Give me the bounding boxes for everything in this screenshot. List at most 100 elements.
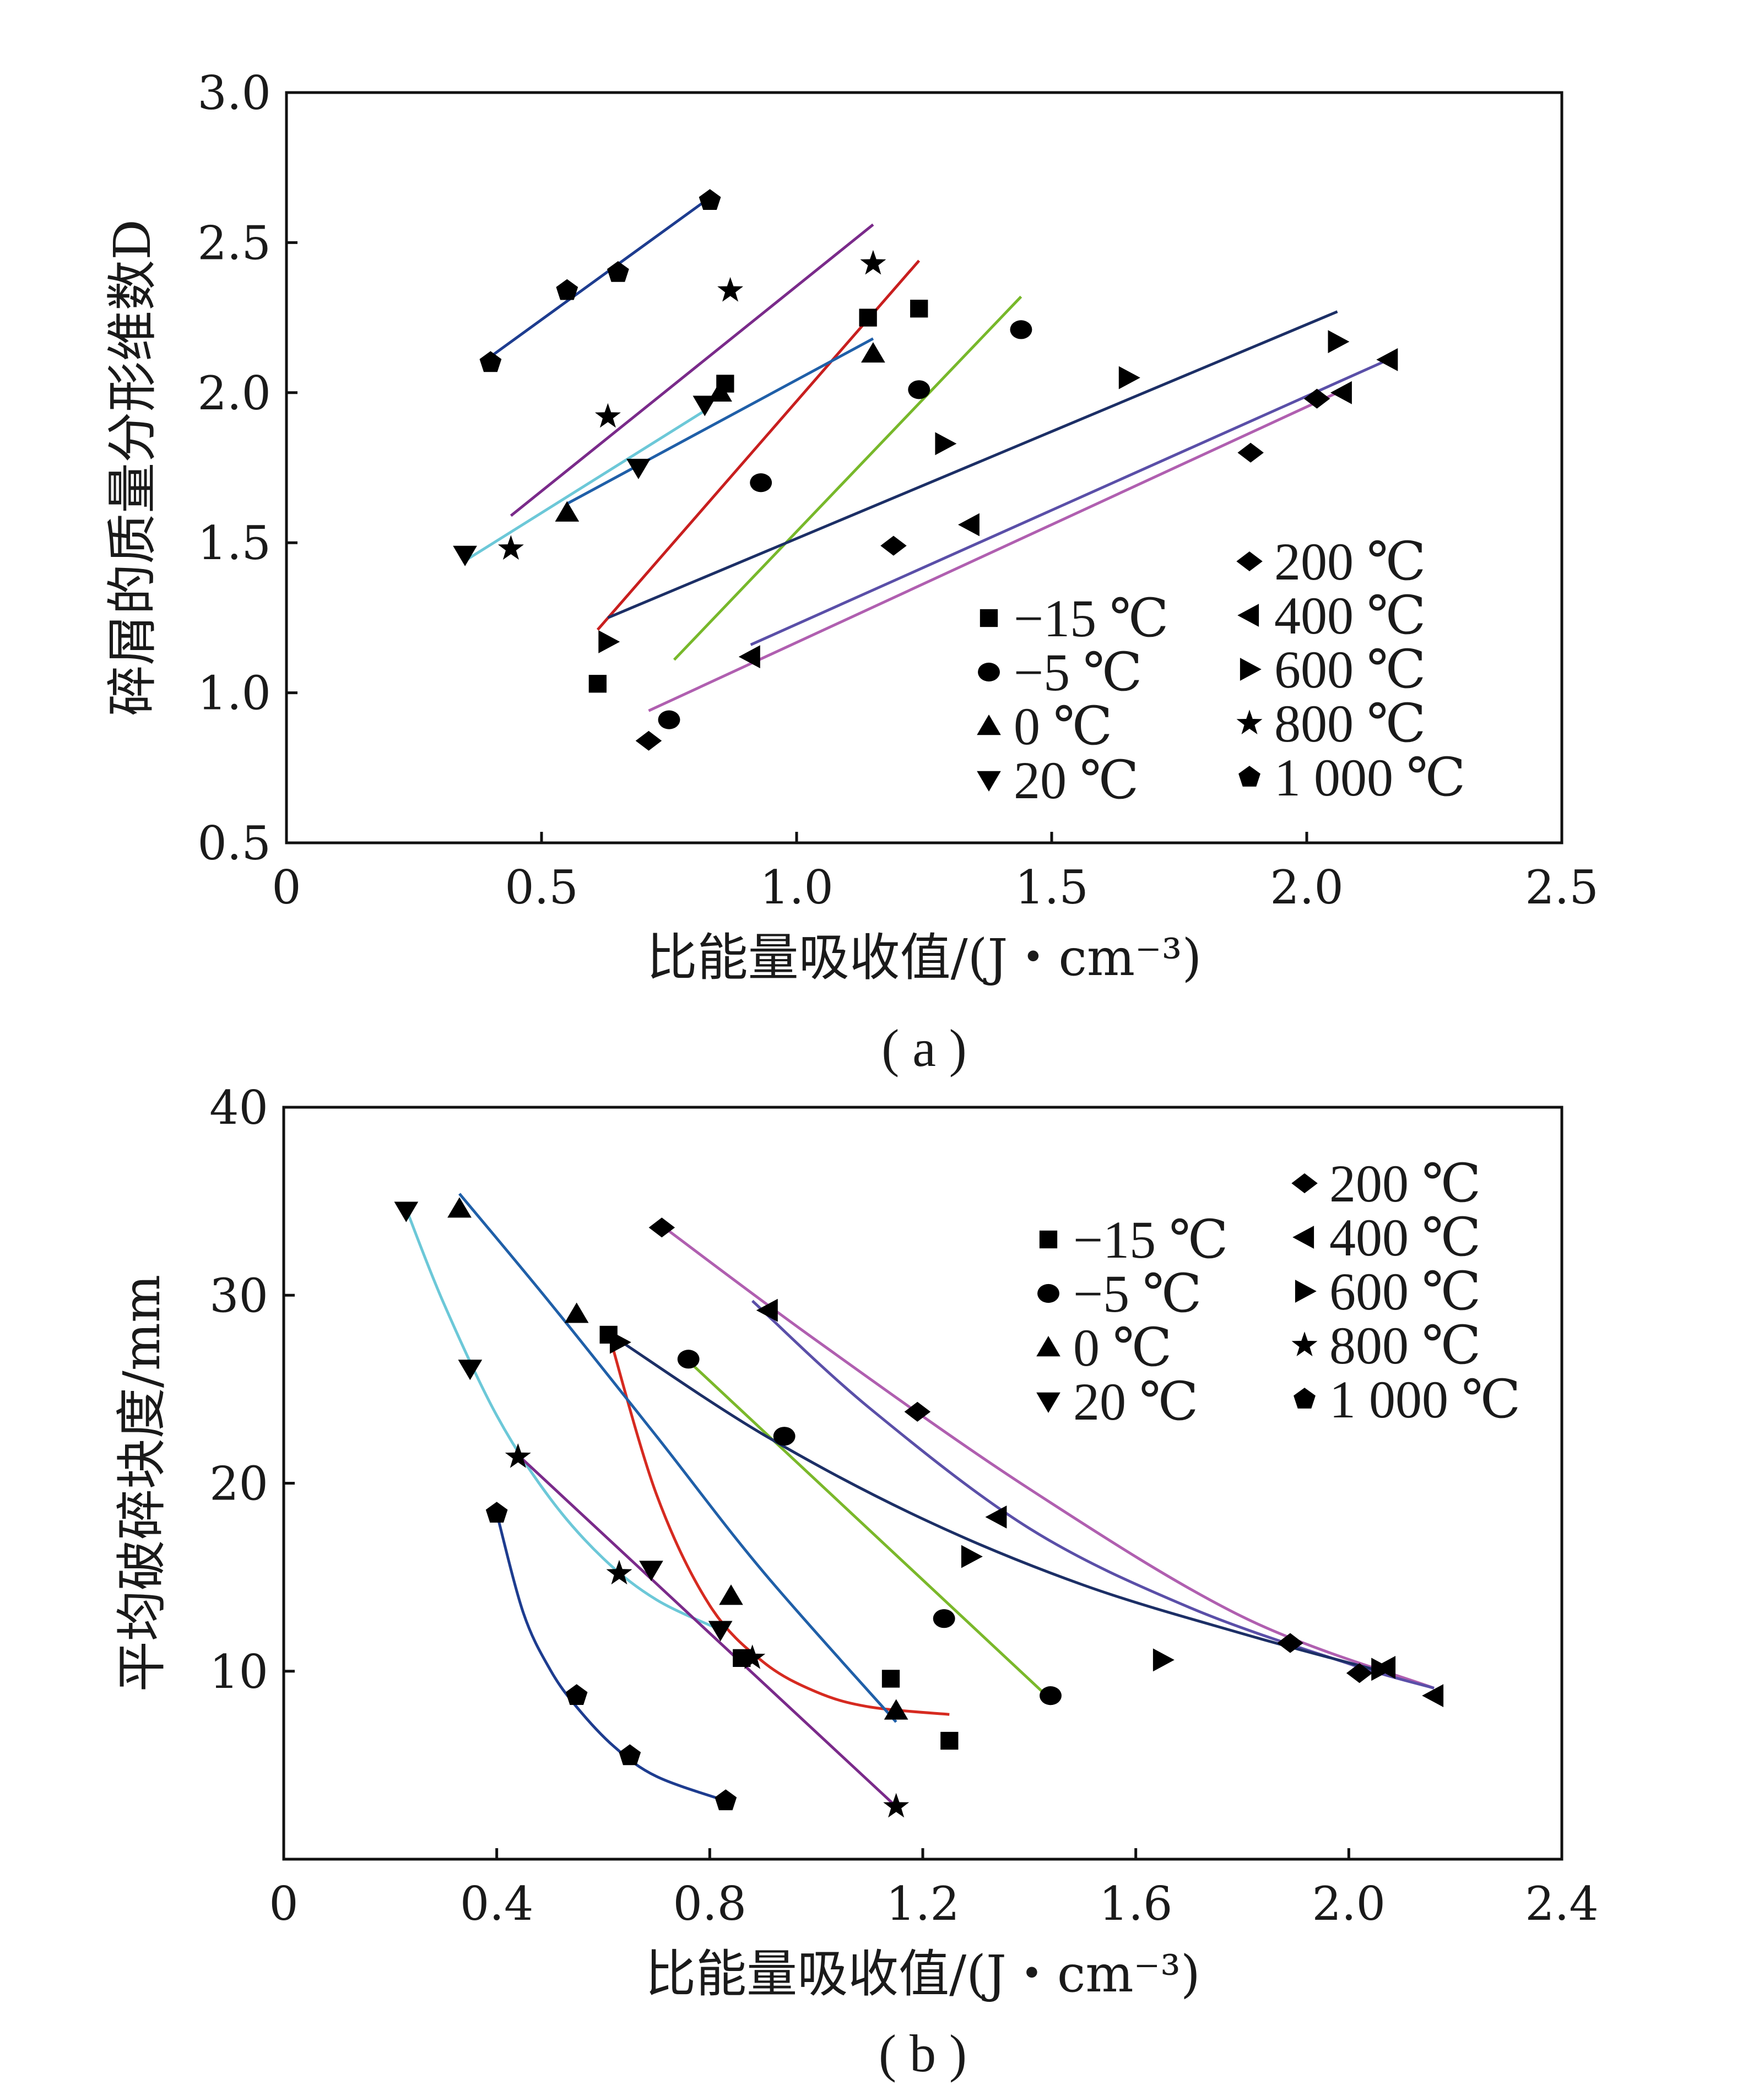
x-tick-label: 0: [272, 860, 301, 914]
legend-label: 200 ℃: [1274, 532, 1426, 591]
x-axis-label: 比能量吸收值/(J・cm⁻³): [645, 1945, 1200, 2004]
legend-label: −15 ℃: [1073, 1210, 1229, 1269]
data-point-circle: [933, 1609, 955, 1628]
legend-marker-diamond: [1236, 551, 1263, 571]
data-point-diamond: [904, 1401, 931, 1422]
data-point-triangle-right: [598, 630, 620, 653]
data-point-diamond: [1237, 442, 1264, 463]
data-point-triangle-left: [1330, 381, 1352, 404]
data-point-circle: [750, 473, 772, 492]
fit-line-star: [517, 1454, 897, 1808]
data-point-triangle-right: [935, 432, 957, 456]
legend-label: 600 ℃: [1329, 1262, 1481, 1321]
data-point-triangle-up: [555, 501, 580, 522]
fit-line-triangle-left: [750, 358, 1389, 646]
data-point-pentagon: [607, 261, 629, 282]
data-point-circle: [1010, 320, 1032, 339]
data-point-circle: [908, 380, 930, 399]
panel-caption: ( a ): [881, 1019, 967, 1078]
data-point-pentagon: [619, 1744, 641, 1766]
legend-label: 0 ℃: [1073, 1318, 1172, 1377]
fit-line-triangle-down: [404, 1208, 721, 1631]
data-point-triangle-up: [719, 1584, 743, 1605]
data-point-triangle-down: [708, 1621, 733, 1642]
x-tick-label: 2.5: [1525, 860, 1599, 914]
data-point-pentagon: [565, 1684, 588, 1705]
data-point-star: [505, 1443, 531, 1468]
legend-label: 800 ℃: [1329, 1316, 1481, 1375]
data-point-triangle-down: [692, 396, 717, 416]
data-point-triangle-up: [447, 1197, 472, 1218]
legend-marker-pentagon: [1238, 766, 1260, 787]
data-point-star: [606, 1560, 632, 1585]
legend-marker-triangle-up: [977, 714, 1001, 735]
legend-marker-triangle-up: [1036, 1336, 1060, 1357]
data-point-triangle-left: [985, 1506, 1007, 1529]
legend-label: 200 ℃: [1329, 1154, 1481, 1213]
data-point-triangle-down: [458, 1360, 483, 1380]
y-tick-label: 1.5: [197, 516, 271, 570]
data-point-star: [860, 250, 886, 275]
data-point-circle: [1040, 1686, 1062, 1705]
fit-line-triangle-up: [458, 1193, 897, 1723]
legend-marker-triangle-left: [1237, 604, 1259, 627]
y-tick-label: 2.5: [197, 216, 271, 270]
data-point-triangle-left: [756, 1298, 778, 1322]
fit-line-circle: [687, 1360, 1052, 1701]
data-point-triangle-up: [861, 342, 885, 363]
data-point-pentagon: [699, 189, 721, 210]
legend-marker-star: [1236, 710, 1263, 734]
fit-line-diamond: [648, 391, 1338, 712]
y-tick-label: 30: [209, 1269, 268, 1323]
legend-marker-square: [980, 609, 998, 627]
data-point-triangle-right: [961, 1545, 983, 1568]
data-point-diamond: [648, 1217, 675, 1238]
fit-line-star: [510, 223, 874, 517]
x-tick-label: 1.0: [760, 860, 834, 914]
legend-label: −15 ℃: [1014, 589, 1169, 648]
fit-line-triangle-right: [607, 310, 1338, 619]
legend-label: 400 ℃: [1274, 586, 1426, 645]
fit-line-square: [607, 1332, 950, 1716]
legend-label: 800 ℃: [1274, 694, 1426, 753]
y-tick-label: 2.0: [197, 366, 271, 420]
data-point-triangle-left: [738, 645, 760, 669]
data-point-pentagon: [479, 351, 502, 372]
data-point-triangle-left: [1376, 348, 1398, 371]
data-point-triangle-up: [884, 1699, 908, 1720]
x-tick-label: 2.0: [1312, 1877, 1386, 1931]
legend-label: 0 ℃: [1014, 697, 1112, 756]
legend-marker-square: [1039, 1230, 1058, 1249]
fit-line-circle: [673, 295, 1022, 661]
legend-label: 20 ℃: [1073, 1372, 1198, 1431]
data-point-square: [588, 675, 607, 693]
y-tick-label: 40: [209, 1081, 268, 1135]
data-point-triangle-right: [609, 1330, 631, 1354]
legend-marker-triangle-right: [1240, 658, 1262, 681]
x-tick-label: 1.5: [1015, 860, 1089, 914]
data-point-square: [881, 1670, 900, 1688]
legend-label: 600 ℃: [1274, 640, 1426, 699]
data-point-triangle-left: [958, 513, 980, 537]
data-point-diamond: [1277, 1633, 1303, 1653]
x-tick-label: 0.4: [460, 1877, 534, 1931]
data-point-diamond: [1346, 1663, 1373, 1683]
legend-label: 400 ℃: [1329, 1208, 1481, 1267]
data-point-triangle-down: [394, 1201, 419, 1222]
legend-marker-triangle-right: [1295, 1280, 1317, 1303]
chart-a: 0 0.5 1.0 1.5 2.0 2.50.51.01.52.02.53.0比能量吸收值…: [103, 66, 1599, 1078]
y-tick-label: 10: [209, 1645, 268, 1699]
x-axis-label: 比能量吸收值/(J・cm⁻³): [647, 928, 1202, 987]
data-point-triangle-right: [1371, 1658, 1393, 1681]
legend-marker-pentagon: [1294, 1388, 1316, 1409]
fit-line-triangle-down: [464, 409, 706, 562]
data-point-triangle-up: [564, 1302, 589, 1323]
x-tick-label: 0.8: [673, 1877, 747, 1931]
legend-marker-triangle-down: [977, 771, 1001, 792]
legend-marker-diamond: [1291, 1173, 1318, 1194]
data-point-square: [910, 300, 928, 318]
data-point-diamond: [1303, 388, 1330, 409]
legend-marker-triangle-left: [1292, 1226, 1314, 1249]
y-tick-label: 3.0: [197, 66, 271, 120]
